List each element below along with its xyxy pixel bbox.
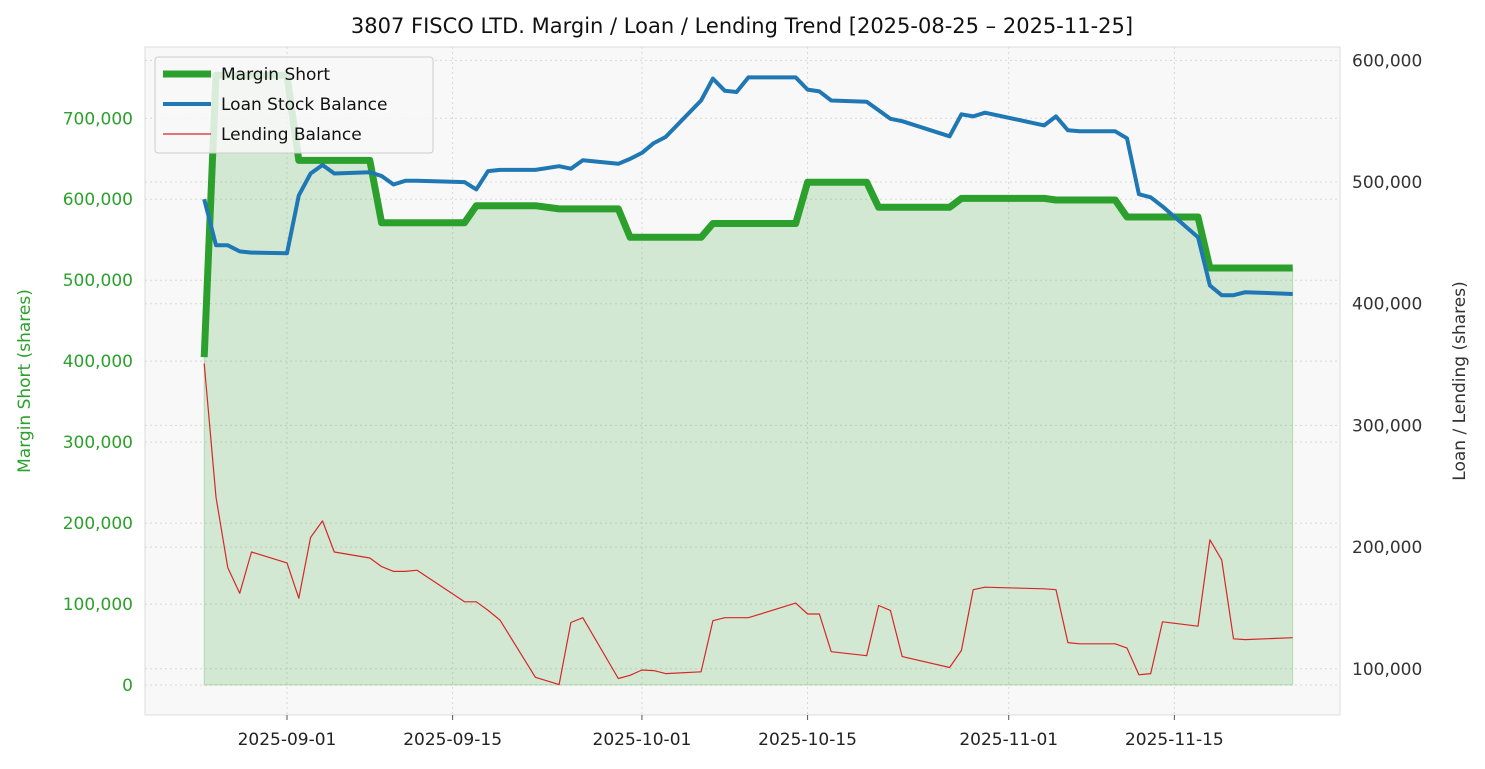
y-right-tick-label: 500,000 xyxy=(1352,173,1422,193)
y-left-tick-label: 300,000 xyxy=(63,433,133,453)
legend-label-lending: Lending Balance xyxy=(221,125,362,145)
y-right-tick-label: 200,000 xyxy=(1352,538,1422,558)
y-axis-left-label: Margin Short (shares) xyxy=(15,289,35,473)
y-right-tick-label: 300,000 xyxy=(1352,416,1422,436)
y-right-tick-label: 400,000 xyxy=(1352,295,1422,315)
y-left-tick-label: 100,000 xyxy=(63,595,133,615)
margin-short-line xyxy=(200,71,1293,358)
y-left-tick-label: 400,000 xyxy=(63,352,133,372)
legend: Margin Short Loan Stock Balance Lending … xyxy=(154,56,434,154)
y-axis-right-label: Loan / Lending (shares) xyxy=(1450,281,1470,480)
y-left-tick-label: 700,000 xyxy=(63,109,133,129)
x-tick-label: 2025-09-01 xyxy=(238,730,337,750)
x-tick-label: 2025-10-15 xyxy=(758,730,857,750)
x-tick-label: 2025-11-01 xyxy=(959,730,1058,750)
grid xyxy=(145,47,1340,715)
y-left-tick-label: 600,000 xyxy=(63,190,133,210)
loan-stock-balance-line xyxy=(202,75,1293,298)
lending-balance-line xyxy=(203,363,1293,686)
y-left-tick-label: 0 xyxy=(122,676,133,696)
y-left-tick-label: 500,000 xyxy=(63,271,133,291)
series-lines xyxy=(200,71,1293,686)
y-axis-right: 100,000 200,000 300,000 400,000 500,000 600,0… xyxy=(1352,51,1422,679)
y-right-tick-label: 600,000 xyxy=(1352,51,1422,71)
legend-label-margin-short: Margin Short xyxy=(221,65,330,85)
x-tick-label: 2025-11-15 xyxy=(1125,730,1224,750)
x-tick-label: 2025-09-15 xyxy=(403,730,502,750)
x-tick-label: 2025-10-01 xyxy=(593,730,692,750)
y-axis-left: 0 100,000 200,000 300,000 400,000 500,000 600,… xyxy=(63,109,133,696)
y-right-tick-label: 100,000 xyxy=(1352,660,1422,680)
chart-title: 3807 FISCO LTD. Margin / Loan / Lending … xyxy=(351,14,1133,38)
legend-label-loan: Loan Stock Balance xyxy=(221,95,387,115)
y-left-tick-label: 200,000 xyxy=(63,514,133,534)
x-axis: 2025-09-01 2025-09-15 2025-10-01 2025-10-15… xyxy=(238,715,1224,750)
